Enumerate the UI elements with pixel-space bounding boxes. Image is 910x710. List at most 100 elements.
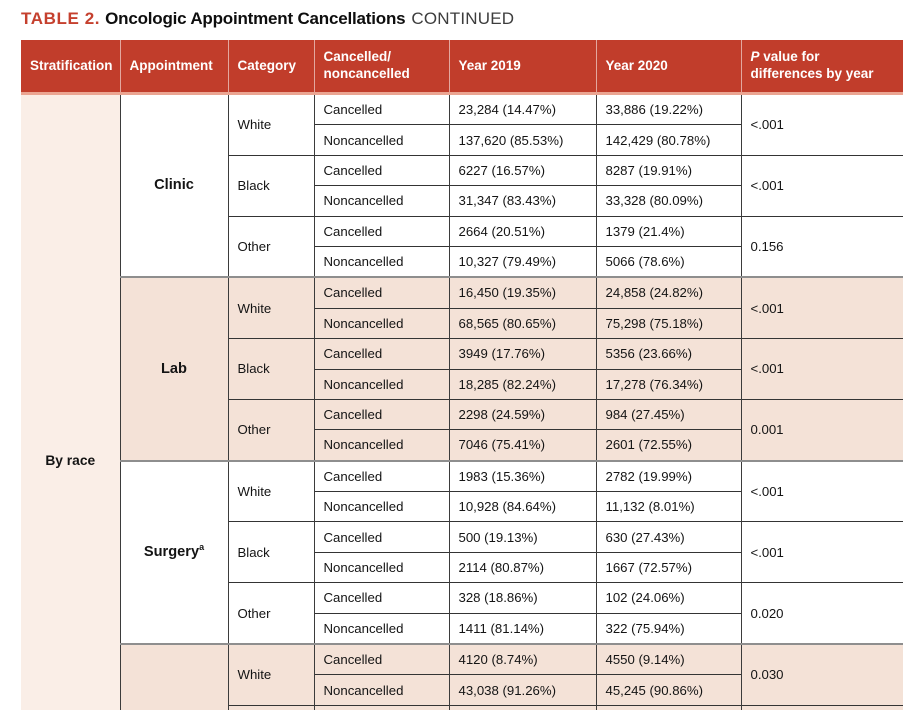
table-row: Noncancelled 137,620 (85.53%) 142,429 (80.… [21,124,903,156]
year-2019-cell: 3949 (17.76%) [448,338,596,370]
p-value-cell: 0.156 [740,215,903,278]
table-row: Black Cancelled 6227 (16.57%) 8287 (19.91%)… [21,154,903,217]
table-row: Other Cancelled 2298 (24.59%) 984 (27.45%) 0… [21,398,903,461]
table-row: Noncancelled 18,285 (82.24%) 17,278 (76.34… [21,368,903,400]
table-row: Noncancelled 43,038 (91.26%) 45,245 (90.86… [21,674,903,706]
year-2019-cell: 31,347 (83.43%) [448,185,596,217]
col-header-year-2019: Year 2019 [448,40,596,95]
appointment-label: Lab [161,360,187,377]
year-2020-cell: 984 (27.45%) [595,398,741,430]
p-value-cell: 0.030 [740,643,903,706]
year-2020-cell: 1379 (21.4%) [595,215,741,247]
table-row: By race Clinic White Cancelled 23,284 (14.47… [21,93,903,710]
col-header-p-value: P value for differences by year [740,40,903,95]
year-2020-cell: 33,328 (80.09%) [595,185,741,217]
p-value-cell: <.001 [740,93,903,156]
p-value-cell: <.001 [740,154,903,217]
year-2020-cell: 75,298 (75.18%) [595,307,741,339]
year-2019-cell: 328 (18.86%) [448,582,596,614]
year-2019-cell: 43,038 (91.26%) [448,674,596,706]
year-2019-cell: 1135 (9.52%) [448,704,596,710]
category-cell: Other [227,398,314,461]
table-continued-label: CONTINUED [411,9,515,28]
table-row: Surgerya White Cancelled 1983 (15.36%) 2782 … [21,459,903,645]
cancelled-status-cell: Cancelled [313,582,449,614]
cancelled-status-cell: Cancelled [313,215,449,247]
appointment-cell: Radiation [119,643,228,710]
year-2019-cell: 10,327 (79.49%) [448,245,596,278]
p-value-rest: value for differences by year [750,49,874,81]
year-2019-cell: 2298 (24.59%) [448,398,596,430]
table-row: BlackCancelled1135 (9.52%)1194 (9.60%)0.… [21,704,903,710]
category-cell: White [227,276,314,339]
table-row: Noncancelled 31,347 (83.43%) 33,328 (80.09… [21,185,903,217]
stratification-cell: By race [21,93,120,710]
year-2020-cell: 45,245 (90.86%) [595,674,741,706]
year-2019-cell: 2664 (20.51%) [448,215,596,247]
category-cell: Other [227,215,314,278]
p-value-cell: <.001 [740,459,903,522]
year-2020-cell: 2782 (19.99%) [595,459,741,492]
appointment-cancellations-table: Stratification Appointment Category Canc… [21,40,903,710]
cancelled-status-cell: Noncancelled [313,429,449,461]
year-2019-cell: 16,450 (19.35%) [448,276,596,309]
category-cell: Black [227,338,314,400]
category-cell: White [227,459,314,522]
table-title: TABLE 2. Oncologic Appointment Cancellati… [21,9,514,29]
p-value-cell: <.001 [740,521,903,583]
appointment-label: Surgery [143,543,200,560]
year-2020-cell: 630 (27.43%) [595,521,741,553]
cancelled-status-cell: Cancelled [313,704,449,710]
year-2020-cell: 33,886 (19.22%) [595,93,741,125]
year-2020-cell: 1667 (72.57%) [595,551,741,583]
year-2020-cell: 17,278 (76.34%) [595,368,741,400]
header-row: Stratification Appointment Category Canc… [21,40,903,95]
col-header-category: Category [227,40,314,95]
p-value-cell: 0.001 [740,398,903,461]
category-cell: Black [227,704,314,710]
table-row: Noncancelled 68,565 (80.65%) 75,298 (75.18… [21,307,903,339]
table-row: Lab White Cancelled 16,450 (19.35%) 24,858 (… [21,276,903,461]
year-2020-cell: 11,132 (8.01%) [595,491,741,522]
table-row: Noncancelled 10,928 (84.64%) 11,132 (8.01%… [21,491,903,522]
year-2019-cell: 2114 (80.87%) [448,551,596,583]
cancelled-status-cell: Noncancelled [313,674,449,706]
p-value-cell: 0.852 [740,704,903,710]
p-value-cell: 0.020 [740,582,903,645]
appointment-cell: Clinic [119,93,228,278]
table-row: Black Cancelled 3949 (17.76%) 5356 (23.66%)… [21,338,903,400]
cancelled-status-cell: Noncancelled [313,245,449,278]
year-2020-cell: 102 (24.06%) [595,582,741,614]
category-cell: White [227,643,314,706]
year-2020-cell: 322 (75.94%) [595,612,741,645]
appointment-cell: Surgerya [119,459,228,645]
col-header-cancelled-status: Cancelled/ noncancelled [313,40,449,95]
cancelled-status-cell: Cancelled [313,521,449,553]
table-row: Noncancelled 2114 (80.87%) 1667 (72.57%) [21,551,903,583]
year-2020-cell: 1194 (9.60%) [595,704,741,710]
category-cell: Other [227,582,314,645]
cancelled-status-cell: Cancelled [313,338,449,370]
cancelled-status-cell: Cancelled [313,276,449,309]
year-2019-cell: 18,285 (82.24%) [448,368,596,400]
table-row: Black Cancelled 500 (19.13%) 630 (27.43%) <.… [21,521,903,583]
category-cell: White [227,93,314,156]
year-2020-cell: 24,858 (24.82%) [595,276,741,309]
year-2020-cell: 5356 (23.66%) [595,338,741,370]
table-number-label: TABLE 2. [21,9,101,28]
cancelled-status-cell: Noncancelled [313,612,449,645]
cancelled-status-cell: Noncancelled [313,307,449,339]
table-row: Other Cancelled 328 (18.86%) 102 (24.06%) 0.… [21,582,903,645]
table-row: Other Cancelled 2664 (20.51%) 1379 (21.4%) 0… [21,215,903,278]
cancelled-status-cell: Noncancelled [313,491,449,522]
year-2019-cell: 4120 (8.74%) [448,643,596,675]
year-2019-cell: 137,620 (85.53%) [448,124,596,156]
category-cell: Black [227,521,314,583]
year-2020-cell: 142,429 (80.78%) [595,124,741,156]
col-header-stratification: Stratification [21,40,120,95]
year-2020-cell: 2601 (72.55%) [595,429,741,461]
cancelled-status-cell: Noncancelled [313,124,449,156]
appointment-label: Clinic [154,177,194,194]
footnote-marker: a [199,542,205,553]
